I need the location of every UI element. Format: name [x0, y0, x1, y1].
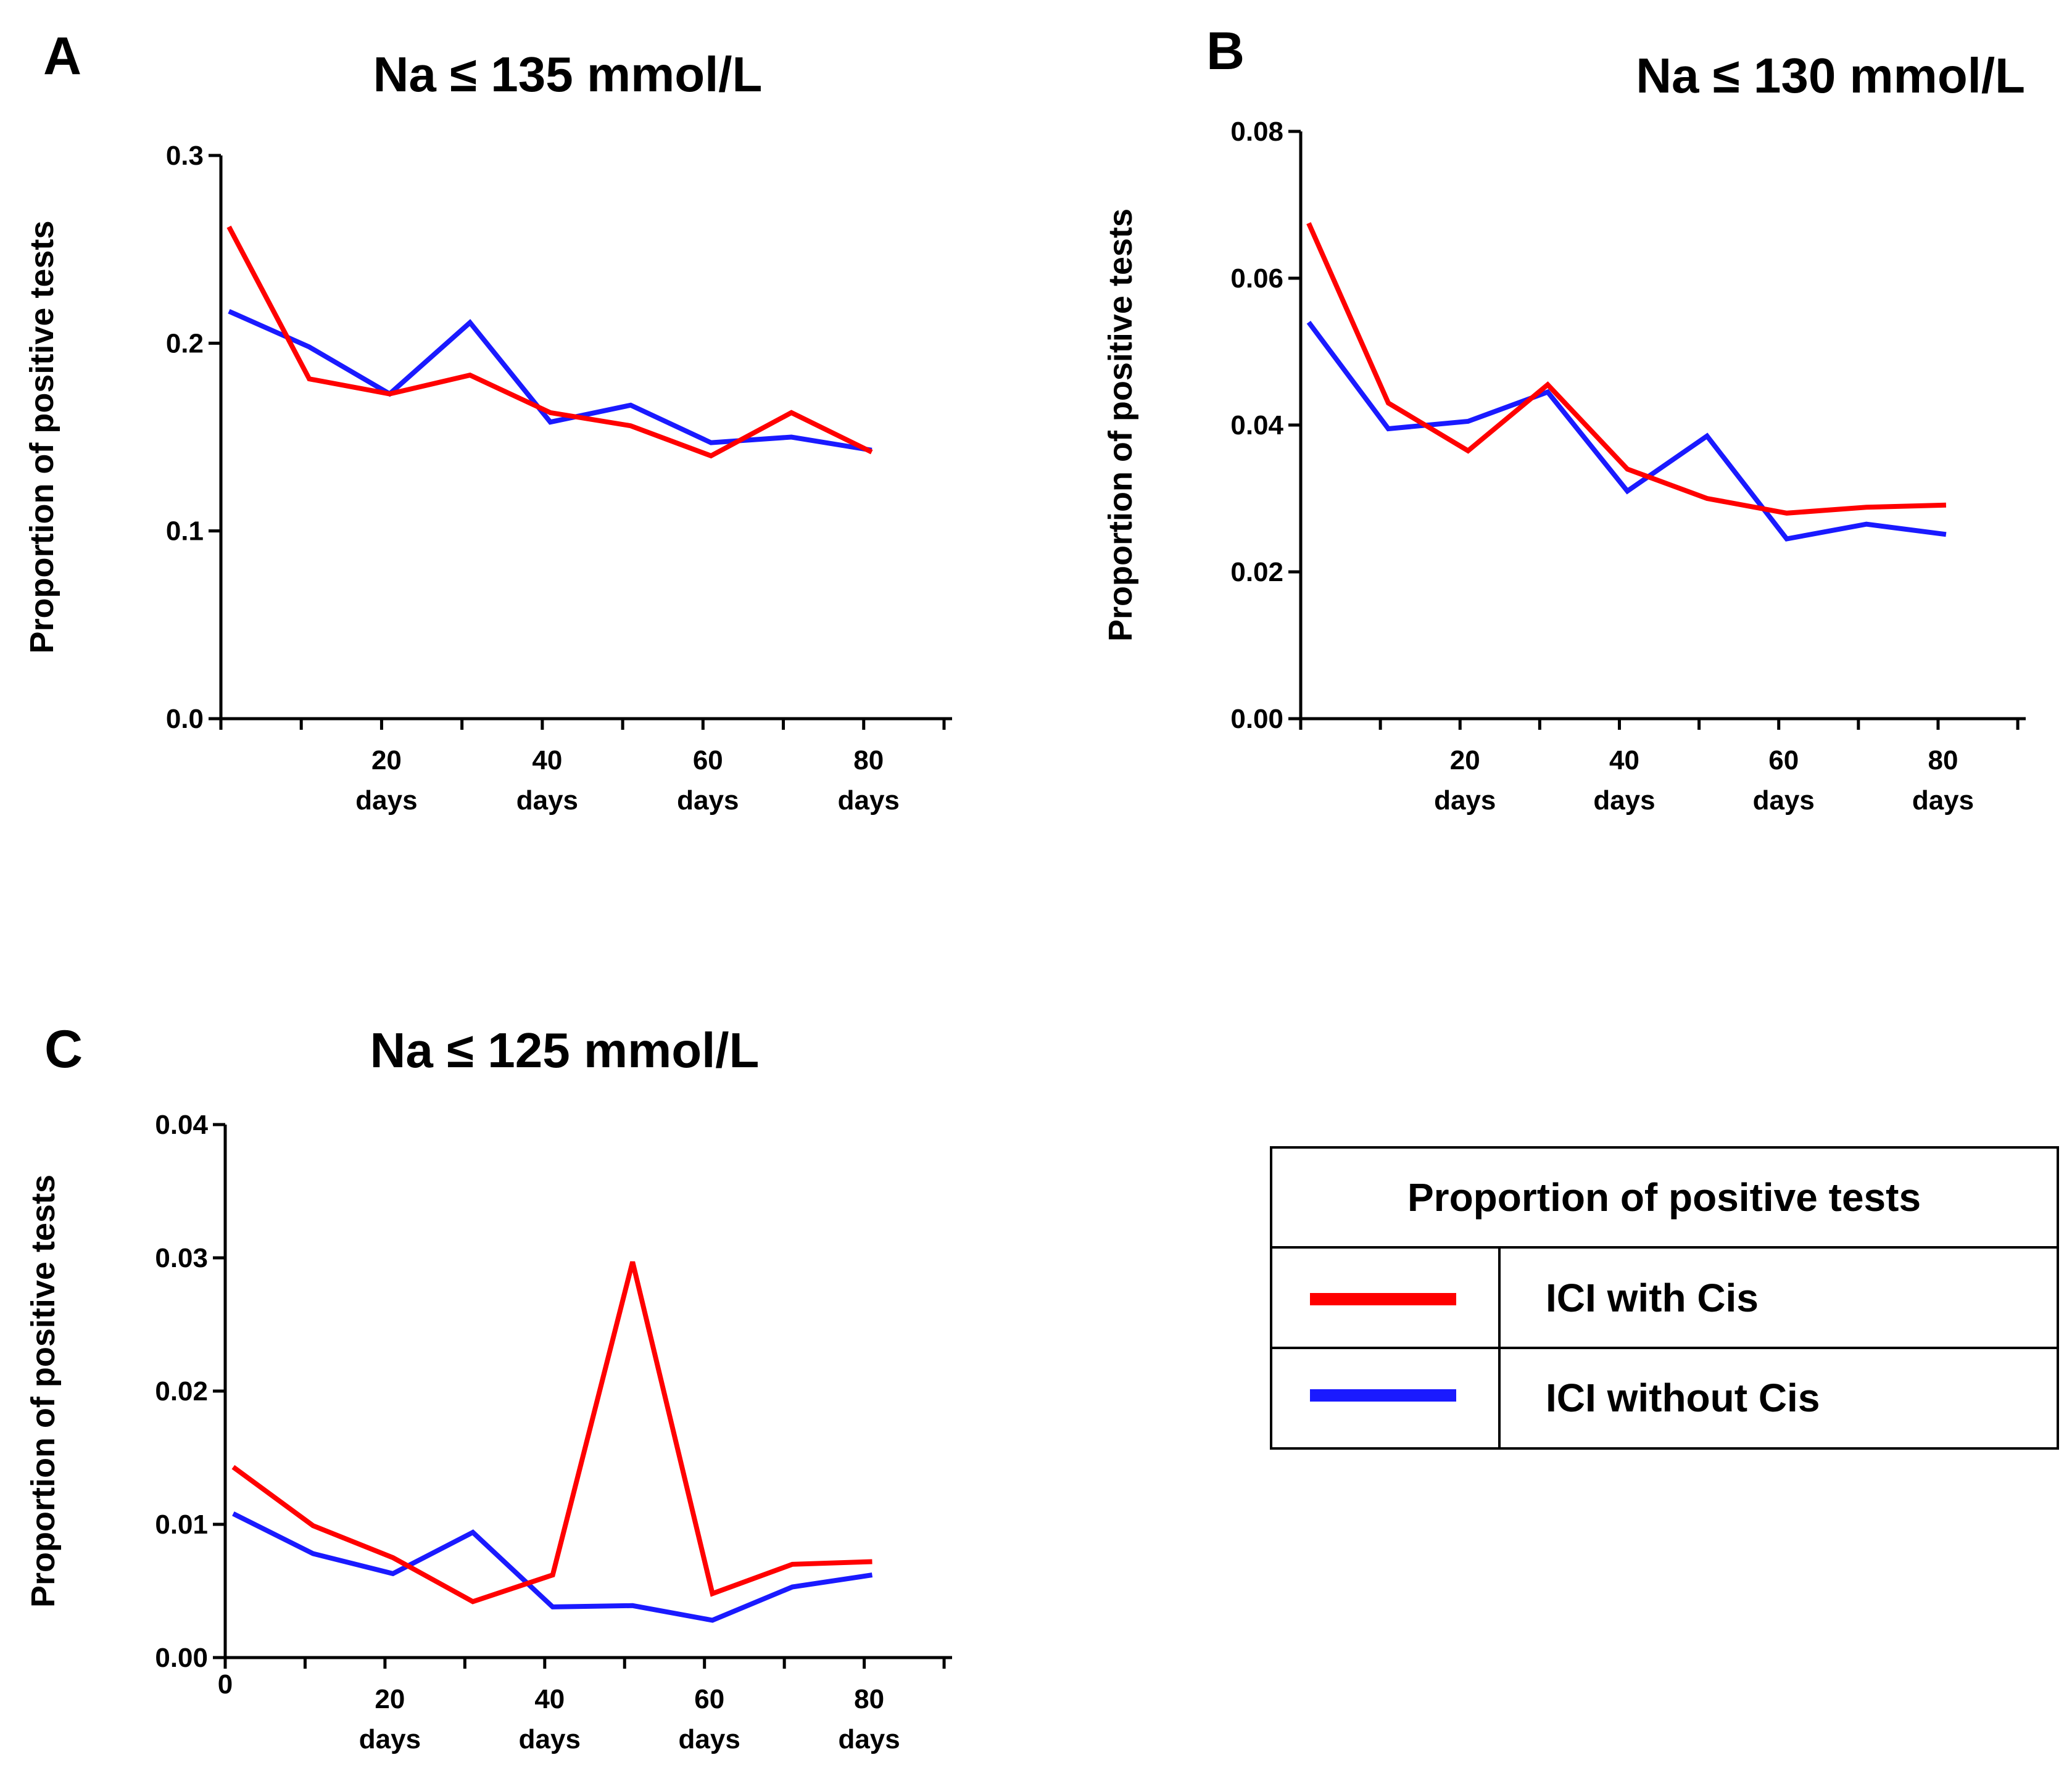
panel-a-x-tick-sublabel: days — [838, 785, 900, 816]
panel-a: A Na ≤ 135 mmol/L Proportion of positive t… — [23, 27, 952, 816]
panel-c-series-ici-without-cis — [232, 1511, 873, 1623]
panel-b-x-tick-sublabel: days — [1753, 785, 1815, 816]
panel-b-series-ici-with-cis — [1306, 222, 1947, 516]
panel-a-y-axis-label: Proportion of positive tests — [23, 220, 60, 653]
panel-c-x-tick-sublabel: days — [359, 1724, 421, 1754]
panel-c-x-tick-sublabel: days — [679, 1724, 740, 1754]
panel-b-x-tick-sublabel: days — [1434, 785, 1496, 816]
panel-b-x-tick-sublabel: days — [1912, 785, 1974, 816]
panel-a-series-ici-without-cis — [228, 308, 872, 453]
panel-b-x-tick-label: 20 — [1450, 745, 1480, 775]
legend-label-ici-without-cis: ICI without Cis — [1546, 1376, 1820, 1420]
panel-a-x-tick-label: 20 — [371, 745, 402, 775]
panel-c-y-axis-label: Proportion of positive tests — [25, 1175, 62, 1608]
panel-c-x-tick-sublabel: days — [838, 1724, 900, 1754]
panel-b-y-axis-label: Proportion of positive tests — [1102, 209, 1139, 642]
legend: Proportion of positive tests ICI with Ci… — [1270, 1146, 2059, 1450]
panel-a-x-tick-label: 80 — [853, 745, 884, 775]
panel-c-x-tick-label: 0 — [218, 1669, 233, 1700]
panel-c-x-tick-label: 80 — [854, 1684, 884, 1714]
panel-a-x-tick-sublabel: days — [516, 785, 578, 816]
panel-c-y-tick-label: 0.00 — [155, 1643, 208, 1673]
panel-a-letter: A — [43, 27, 81, 86]
panel-a-y-tick-label: 0.0 — [166, 704, 204, 734]
panel-b: B Na ≤ 130 mmol/L Proportion of positive t… — [1102, 22, 2026, 816]
panel-c-y-tick-label: 0.03 — [155, 1243, 208, 1273]
panel-c: C Na ≤ 125 mmol/L Proportion of positive t… — [25, 1020, 952, 1754]
panel-b-y-tick-label: 0.08 — [1230, 117, 1283, 147]
panel-c-x-tick-label: 40 — [534, 1684, 565, 1714]
panel-b-title: Na ≤ 130 mmol/L — [1636, 48, 2025, 103]
panel-c-y-tick-label: 0.01 — [155, 1510, 208, 1540]
panel-a-x-tick-sublabel: days — [355, 785, 417, 816]
panel-a-x-tick-label: 60 — [693, 745, 723, 775]
panel-b-x-tick-label: 60 — [1768, 745, 1799, 775]
panel-a-x-tick-sublabel: days — [677, 785, 739, 816]
panel-b-y-tick-label: 0.06 — [1230, 263, 1283, 294]
panel-a-y-tick-label: 0.3 — [166, 141, 204, 171]
panel-b-y-tick-label: 0.00 — [1230, 704, 1283, 734]
panel-c-series-ici-with-cis — [231, 1261, 872, 1605]
panel-a-title: Na ≤ 135 mmol/L — [373, 47, 763, 102]
panel-c-x-tick-sublabel: days — [519, 1724, 581, 1754]
panel-c-letter: C — [44, 1020, 83, 1079]
panel-c-x-tick-label: 20 — [375, 1684, 405, 1714]
panel-a-series-ici-with-cis — [226, 225, 873, 459]
panel-b-series-ici-without-cis — [1306, 321, 1947, 542]
panel-b-y-tick-label: 0.04 — [1230, 410, 1283, 440]
panel-b-letter: B — [1206, 22, 1245, 81]
panel-a-y-tick-label: 0.1 — [166, 516, 204, 547]
legend-label-ici-with-cis: ICI with Cis — [1546, 1276, 1759, 1320]
panel-b-x-tick-label: 80 — [1928, 745, 1958, 775]
panel-c-title: Na ≤ 125 mmol/L — [370, 1023, 760, 1078]
panel-b-y-tick-label: 0.02 — [1230, 557, 1283, 587]
panel-b-x-tick-sublabel: days — [1593, 785, 1655, 816]
legend-title: Proportion of positive tests — [1407, 1175, 1921, 1220]
panel-c-y-tick-label: 0.04 — [155, 1110, 208, 1140]
panel-b-x-tick-label: 40 — [1609, 745, 1639, 775]
panel-a-x-tick-label: 40 — [532, 745, 562, 775]
panel-c-x-tick-label: 60 — [694, 1684, 724, 1714]
panel-a-y-tick-label: 0.2 — [166, 328, 204, 358]
panel-c-y-tick-label: 0.02 — [155, 1376, 208, 1407]
